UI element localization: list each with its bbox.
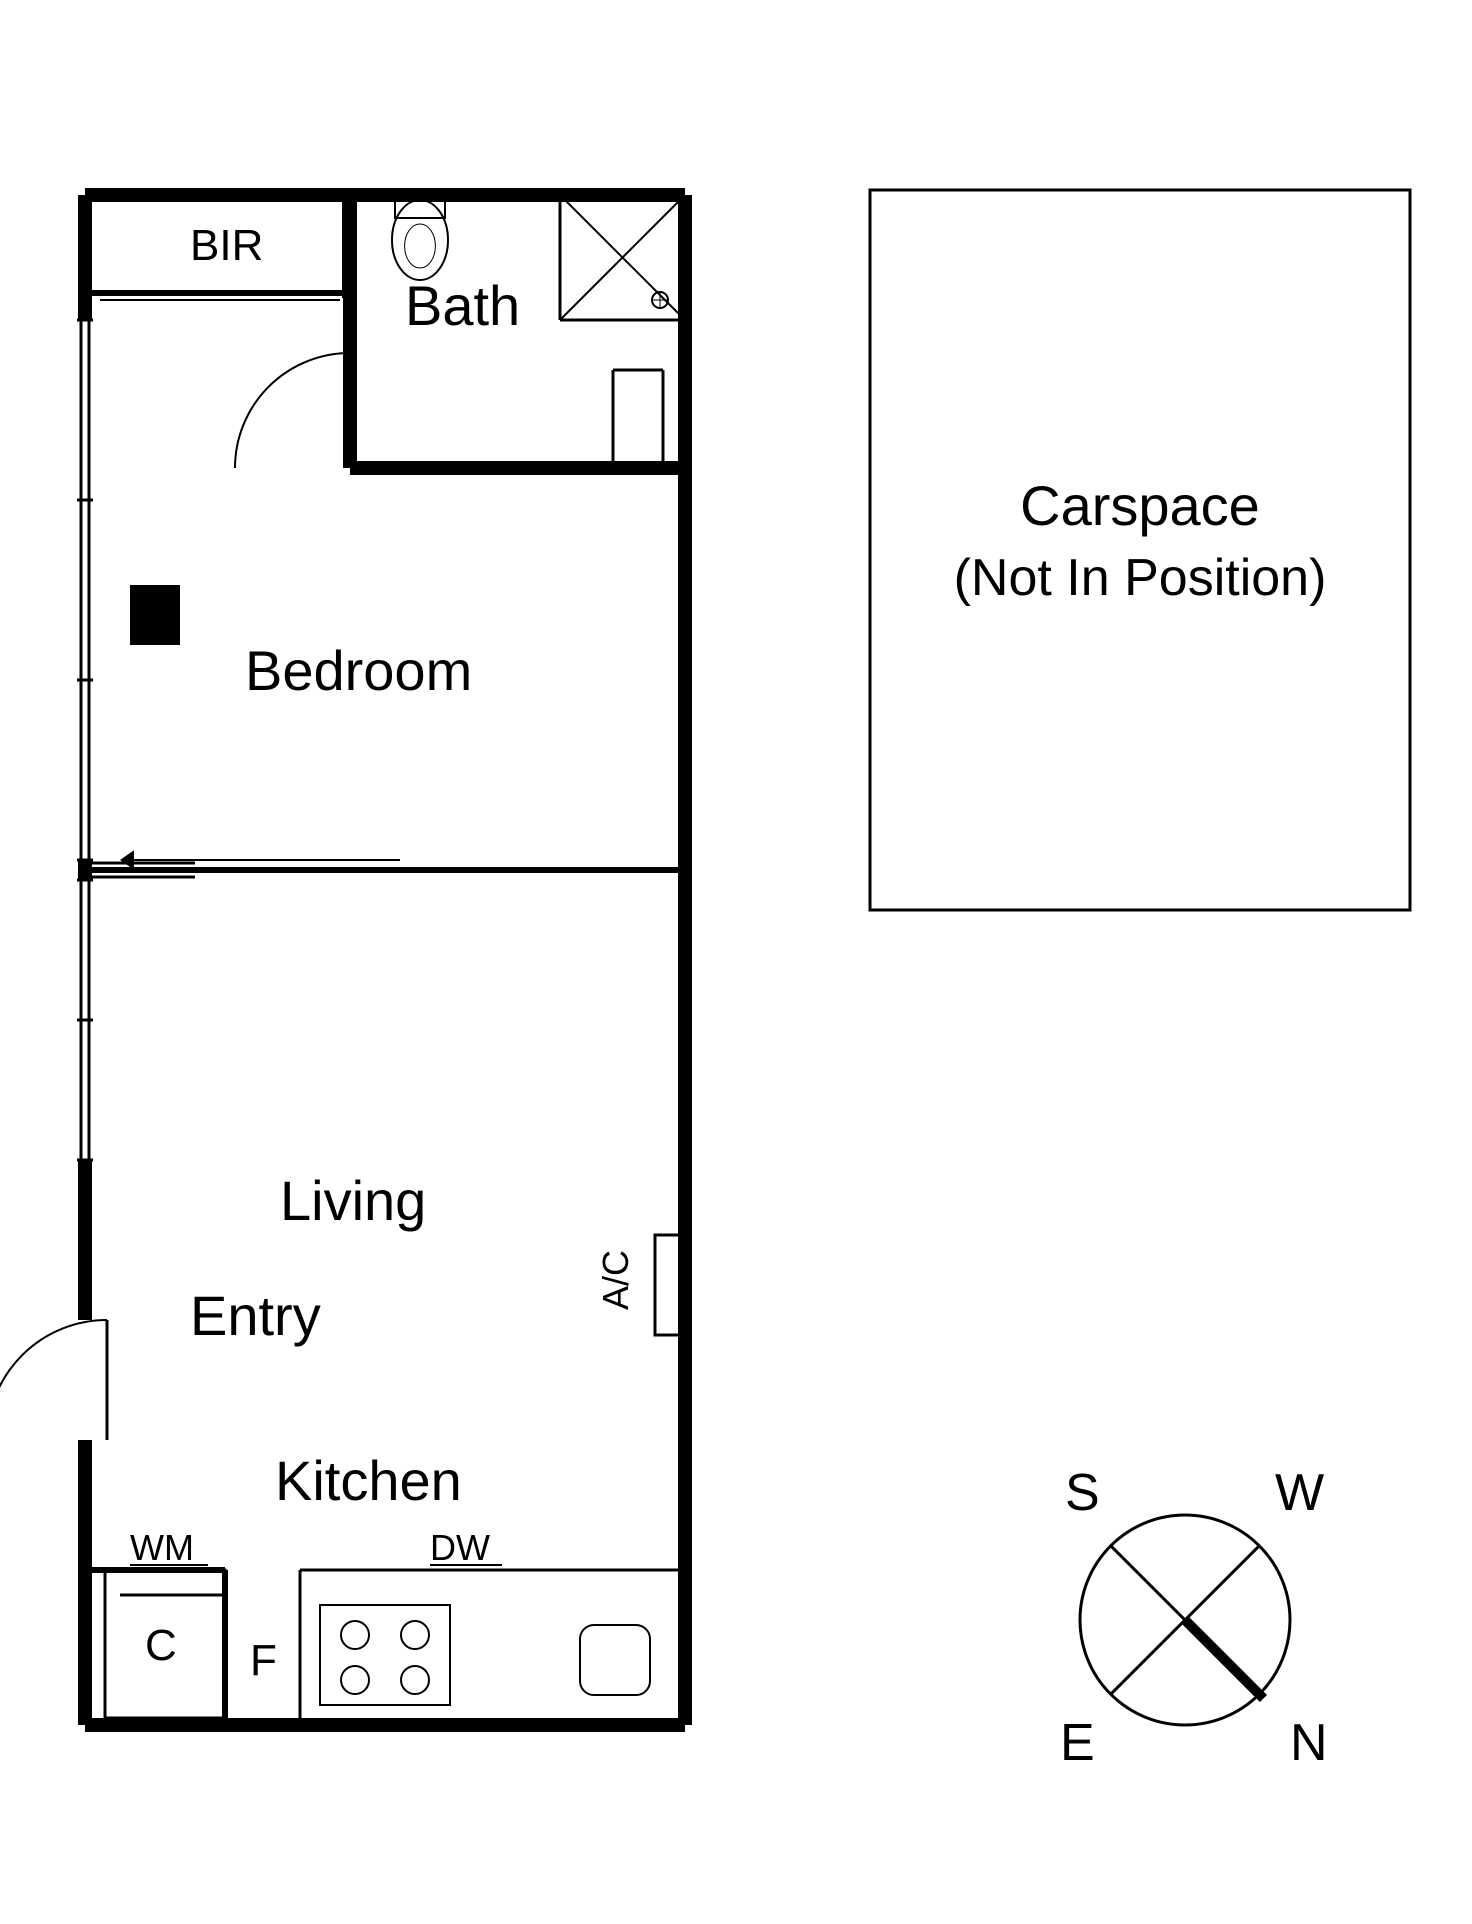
label-dw: DW (430, 1527, 490, 1568)
floor-plan: BIR Bath Bedroom Living Entry Kitchen C F A/C WM D… (0, 0, 1472, 1924)
label-wm: WM (130, 1527, 194, 1568)
compass-label-W: W (1275, 1464, 1324, 1522)
label-carspace-1: Carspace (1020, 474, 1260, 537)
label-bir: BIR (190, 221, 263, 270)
label-kitchen: Kitchen (275, 1449, 462, 1512)
label-bedroom: Bedroom (245, 639, 472, 702)
label-c: C (145, 1621, 177, 1670)
label-carspace-2: (Not In Position) (954, 549, 1327, 607)
compass-label-N: N (1290, 1714, 1328, 1772)
compass-label-S: S (1065, 1464, 1100, 1522)
label-entry: Entry (190, 1284, 321, 1347)
label-f: F (250, 1636, 277, 1685)
label-living: Living (280, 1169, 426, 1232)
label-bath: Bath (405, 274, 520, 337)
label-ac: A/C (595, 1250, 636, 1310)
compass-label-E: E (1060, 1714, 1095, 1772)
